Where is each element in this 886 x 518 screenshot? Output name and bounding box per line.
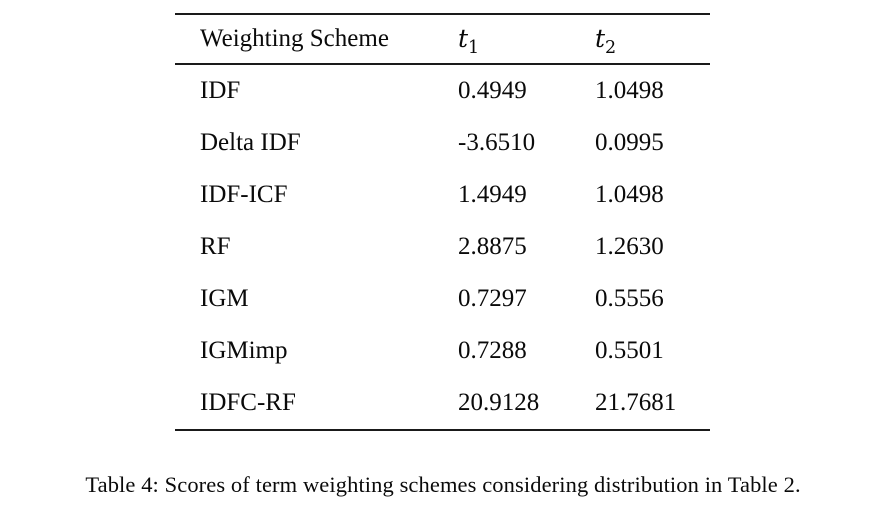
header-t2: t2: [595, 14, 710, 64]
table-row: IDFC-RF 20.9128 21.7681: [175, 377, 710, 430]
weighting-scheme-table: Weighting Scheme t1 t2 IDF 0.4949 1.0498…: [175, 13, 710, 431]
t2-cell: 0.0995: [595, 129, 664, 156]
table-row: RF 2.8875 1.2630: [175, 221, 710, 273]
scheme-cell: IDF-ICF: [200, 181, 288, 208]
scheme-cell: IGM: [200, 285, 249, 312]
t1-cell: 0.7297: [458, 285, 527, 312]
t2-cell: 21.7681: [595, 389, 677, 416]
table-header: Weighting Scheme t1 t2: [175, 14, 710, 64]
header-t1: t1: [458, 14, 595, 64]
t2-cell: 1.2630: [595, 233, 664, 260]
table-body: IDF 0.4949 1.0498 Delta IDF -3.6510 0.09…: [175, 64, 710, 430]
scheme-cell: Delta IDF: [200, 129, 301, 156]
table-4-container: Weighting Scheme t1 t2 IDF 0.4949 1.0498…: [175, 13, 710, 431]
scheme-cell: IGMimp: [200, 337, 288, 364]
t1-cell: 1.4949: [458, 181, 527, 208]
t1-cell: 0.7288: [458, 337, 527, 364]
scheme-cell: RF: [200, 233, 231, 260]
t1-symbol: t1: [458, 24, 480, 58]
table-row: IGM 0.7297 0.5556: [175, 273, 710, 325]
t1-cell: 2.8875: [458, 233, 527, 260]
t2-cell: 1.0498: [595, 77, 664, 104]
table-row: IDF 0.4949 1.0498: [175, 64, 710, 117]
table-header-row: Weighting Scheme t1 t2: [175, 14, 710, 64]
table-row: Delta IDF -3.6510 0.0995: [175, 117, 710, 169]
scheme-cell: IDF: [200, 77, 241, 104]
t2-cell: 1.0498: [595, 181, 664, 208]
table-row: IDF-ICF 1.4949 1.0498: [175, 169, 710, 221]
t1-cell: 20.9128: [458, 389, 540, 416]
t2-cell: 0.5501: [595, 337, 664, 364]
t1-cell: 0.4949: [458, 77, 527, 104]
table-row: IGMimp 0.7288 0.5501: [175, 325, 710, 377]
table-caption: Table 4: Scores of term weighting scheme…: [85, 472, 801, 497]
t2-cell: 0.5556: [595, 285, 664, 312]
t1-cell: -3.6510: [458, 129, 536, 156]
t2-symbol: t2: [595, 24, 617, 58]
scheme-cell: IDFC-RF: [200, 389, 296, 416]
header-weighting-scheme: Weighting Scheme: [200, 25, 389, 52]
